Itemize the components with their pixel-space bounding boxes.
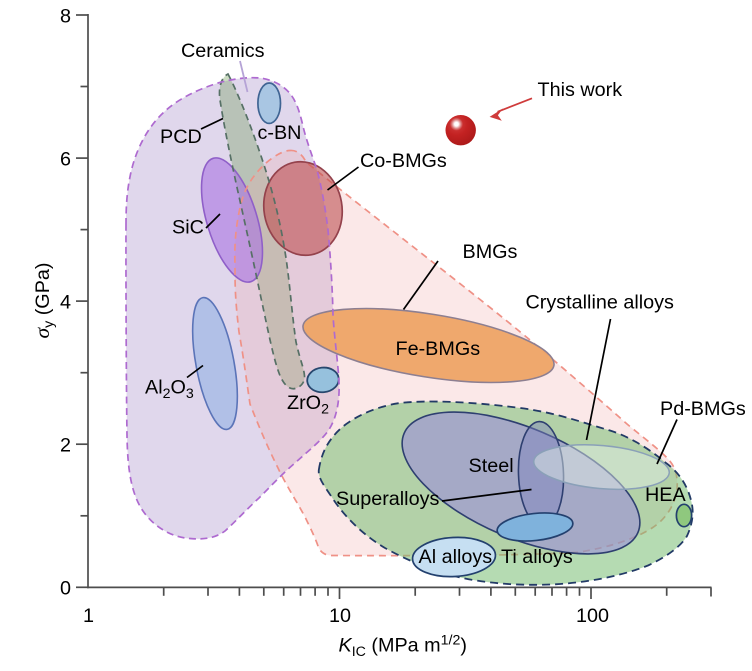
svg-text:Pd-BMGs: Pd-BMGs [660,398,746,420]
svg-text:SiC: SiC [172,217,204,239]
svg-text:Al alloys: Al alloys [419,546,493,568]
svg-text:Superalloys: Superalloys [336,488,439,510]
svg-text:2: 2 [60,435,71,457]
svg-text:Crystalline alloys: Crystalline alloys [526,292,675,314]
svg-text:Al2O3: Al2O3 [145,376,194,402]
svg-text:Co-BMGs: Co-BMGs [360,150,447,172]
svg-text:c-BN: c-BN [258,122,302,144]
svg-text:4: 4 [60,291,71,313]
svg-text:This work: This work [538,79,623,101]
svg-text:100: 100 [576,605,609,627]
svg-text:1: 1 [83,605,94,627]
svg-text:Ceramics: Ceramics [181,40,265,62]
svg-text:Ti alloys: Ti alloys [501,546,573,568]
svg-text:PCD: PCD [160,126,202,148]
svg-text:Fe-BMGs: Fe-BMGs [396,338,481,360]
svg-text:BMGs: BMGs [463,241,518,263]
svg-text:σy (GPa): σy (GPa) [30,263,57,339]
svg-text:HEA: HEA [645,484,686,506]
svg-text:10: 10 [329,605,351,627]
svg-text:KIC (MPa m1/2): KIC (MPa m1/2) [339,633,467,661]
svg-text:8: 8 [60,5,71,27]
svg-text:Steel: Steel [469,455,514,477]
svg-text:6: 6 [60,148,71,170]
svg-text:0: 0 [60,578,71,600]
